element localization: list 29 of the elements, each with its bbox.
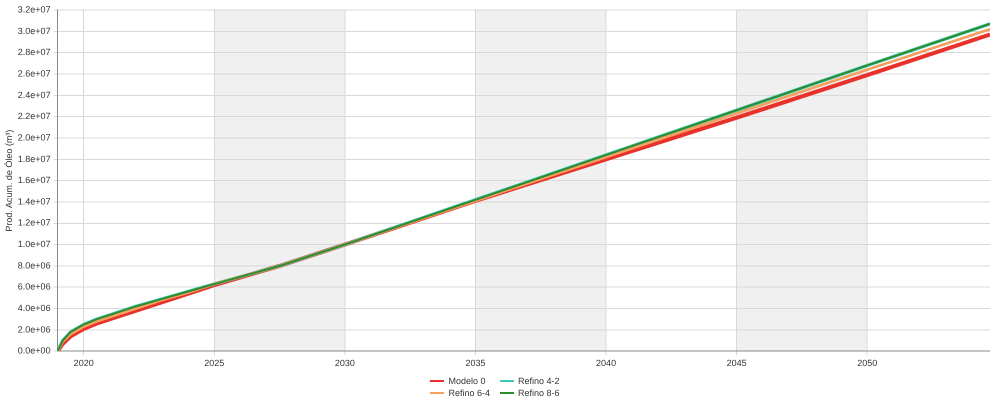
x-tick-label: 2030 (334, 358, 355, 368)
y-tick-label: 2.0e+06 (18, 324, 51, 334)
legend-label: Refino 6-4 (448, 388, 490, 398)
y-tick-label: 2.8e+07 (18, 47, 51, 58)
y-tick-label: 1.0e+07 (18, 239, 51, 250)
x-tick-label: 2045 (726, 358, 747, 368)
y-axis-title: Prod. Acum. de Óleo (m³) (4, 130, 14, 232)
x-tick-label: 2035 (465, 358, 486, 368)
x-tick-label: 2025 (204, 358, 224, 368)
legend-label: Modelo 0 (448, 376, 486, 386)
y-tick-label: 2.6e+07 (18, 68, 51, 78)
y-tick-label: 2.2e+07 (18, 111, 51, 122)
y-tick-label: 0.0e+00 (18, 346, 51, 356)
x-tick-label: 2050 (857, 358, 878, 368)
x-tick-label: 2020 (74, 358, 94, 368)
y-tick-label: 1.2e+07 (18, 218, 51, 228)
y-tick-label: 8.0e+06 (18, 260, 51, 270)
y-tick-label: 1.6e+07 (18, 175, 51, 186)
y-tick-label: 3.2e+07 (18, 4, 51, 14)
y-tick-label: 1.8e+07 (18, 154, 51, 164)
y-tick-label: 6.0e+06 (18, 282, 51, 292)
y-tick-label: 1.4e+07 (18, 196, 51, 206)
y-tick-label: 4.0e+06 (18, 303, 51, 314)
x-tick-label: 2040 (596, 358, 616, 368)
y-tick-label: 2.4e+07 (18, 90, 51, 100)
y-tick-label: 2.0e+07 (18, 132, 51, 142)
y-tick-label: 3.0e+07 (18, 26, 51, 36)
legend-label: Refino 4-2 (518, 376, 560, 386)
legend-label: Refino 8-6 (518, 388, 560, 398)
